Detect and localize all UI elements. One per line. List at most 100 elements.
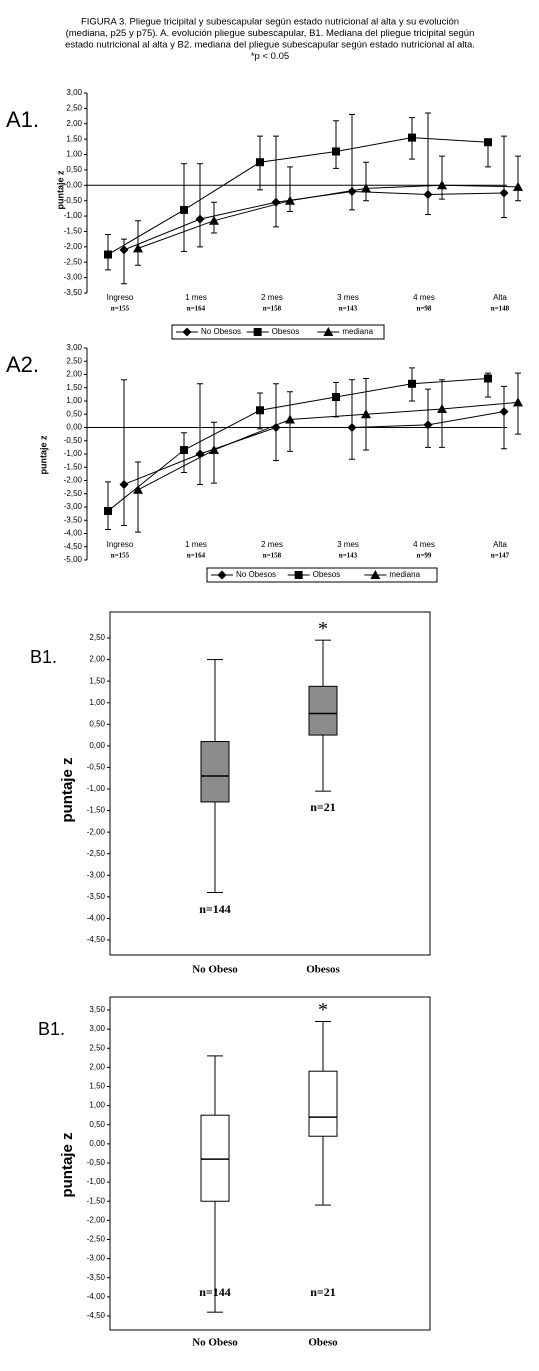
box <box>308 1070 338 1137</box>
significance-label: * <box>318 999 328 1021</box>
y-tick-label: 2,00 <box>89 1062 105 1071</box>
n-label: n=143 <box>339 305 358 313</box>
marker-triangle <box>370 570 381 579</box>
y-tick-label: 1,50 <box>89 1082 105 1091</box>
y-tick-label: -2,50 <box>64 257 83 266</box>
error-bar <box>273 135 279 228</box>
marker-square <box>484 374 492 383</box>
error-bar <box>501 135 507 219</box>
y-tick-label: -4,00 <box>64 529 83 538</box>
x-tick-label: Alta <box>493 293 507 302</box>
y-tick-label: -5,00 <box>64 555 83 564</box>
marker-triangle <box>133 484 143 494</box>
box <box>308 685 338 736</box>
n-label: n=99 <box>417 552 432 560</box>
plot-frame <box>109 611 431 956</box>
y-tick-label: -3,50 <box>87 1273 106 1282</box>
marker-triangle <box>513 181 523 191</box>
y-tick-label: 3,00 <box>66 343 82 352</box>
y-tick-label: -1,50 <box>87 806 106 815</box>
y-tick-label: -1,00 <box>87 1177 106 1186</box>
y-tick-label: 2,50 <box>66 356 82 365</box>
error-bar <box>515 155 521 202</box>
n-label: n=158 <box>263 305 282 313</box>
x-tick-label: 3 mes <box>337 540 359 549</box>
marker-diamond <box>423 190 433 200</box>
y-tick-label: 2,50 <box>66 103 82 112</box>
y-tick-label: -2,00 <box>87 1215 106 1224</box>
legend-label: mediana <box>342 327 373 336</box>
n-label: n=144 <box>199 902 231 916</box>
x-tick-label: No Obeso <box>192 1337 238 1349</box>
y-tick-label: 0,50 <box>66 409 82 418</box>
y-tick-label: 1,00 <box>89 1101 105 1110</box>
marker-square <box>332 393 340 402</box>
x-tick-label: 1 mes <box>185 540 207 549</box>
y-tick-label: -0,50 <box>64 196 83 205</box>
marker-triangle <box>361 183 371 193</box>
error-bar <box>273 383 279 462</box>
error-bar <box>197 163 203 248</box>
error-bar <box>135 461 141 533</box>
marker-triangle <box>437 180 447 190</box>
marker-square <box>408 133 416 142</box>
marker-diamond <box>182 327 192 337</box>
y-tick-label: 0,50 <box>89 719 105 728</box>
n-label: n=164 <box>187 552 206 560</box>
error-bar <box>363 161 369 202</box>
x-tick-label: 1 mes <box>185 293 207 302</box>
y-tick-label: -4,00 <box>87 914 106 923</box>
y-axis-label: puntaje z <box>55 170 65 210</box>
x-tick-label: Ingreso <box>107 540 134 549</box>
y-tick-label: -3,50 <box>64 288 83 297</box>
y-tick-label: -2,00 <box>87 827 106 836</box>
significance-label: * <box>318 618 328 640</box>
series-line <box>107 377 489 512</box>
y-tick-label: 0,50 <box>66 165 82 174</box>
marker-square <box>253 328 262 336</box>
x-tick-label: Obeso <box>308 1337 338 1349</box>
y-tick-label: -3,00 <box>64 502 83 511</box>
y-tick-label: -2,50 <box>64 489 83 498</box>
series-line <box>123 190 505 251</box>
marker-square <box>104 506 112 515</box>
box <box>200 1114 230 1202</box>
panel-label: B1. <box>38 1019 65 1039</box>
n-label: n=147 <box>491 552 510 560</box>
error-bar <box>287 166 293 212</box>
marker-square <box>408 379 416 388</box>
y-axis-label: puntaje z <box>59 1132 76 1197</box>
series-line <box>137 184 519 249</box>
y-tick-label: 0,50 <box>89 1120 105 1129</box>
y-tick-label: -4,50 <box>64 542 83 551</box>
error-bar <box>121 379 127 527</box>
n-label: n=21 <box>310 1285 336 1299</box>
y-tick-label: -4,50 <box>87 1311 106 1320</box>
y-tick-label: 3,00 <box>89 1024 105 1033</box>
n-label: n=155 <box>111 552 130 560</box>
error-bar <box>349 379 355 460</box>
legend-label: No Obesos <box>236 570 276 579</box>
n-label: n=143 <box>339 552 358 560</box>
marker-triangle <box>323 327 334 336</box>
y-tick-label: 0,00 <box>89 1139 105 1148</box>
marker-triangle <box>285 195 295 205</box>
marker-square <box>180 205 188 214</box>
error-bar <box>425 112 431 216</box>
error-bar <box>135 220 141 266</box>
x-tick-label: 4 mes <box>413 293 435 302</box>
y-tick-label: -4,50 <box>87 935 106 944</box>
y-tick-label: 0,00 <box>66 180 82 189</box>
y-tick-label: 1,50 <box>66 134 82 143</box>
y-tick-label: -3,50 <box>87 892 106 901</box>
y-tick-label: -4,00 <box>87 1292 106 1301</box>
marker-diamond <box>347 423 357 432</box>
marker-diamond <box>499 188 509 198</box>
y-axis-label: puntaje z <box>38 435 48 475</box>
y-tick-label: 1,00 <box>89 698 105 707</box>
y-tick-label: -1,00 <box>64 449 83 458</box>
box <box>200 741 230 803</box>
marker-square <box>294 571 303 579</box>
figure-title: FIGURA 3. Pliegue tricipital y subescapu… <box>81 17 459 28</box>
marker-square <box>256 158 264 167</box>
